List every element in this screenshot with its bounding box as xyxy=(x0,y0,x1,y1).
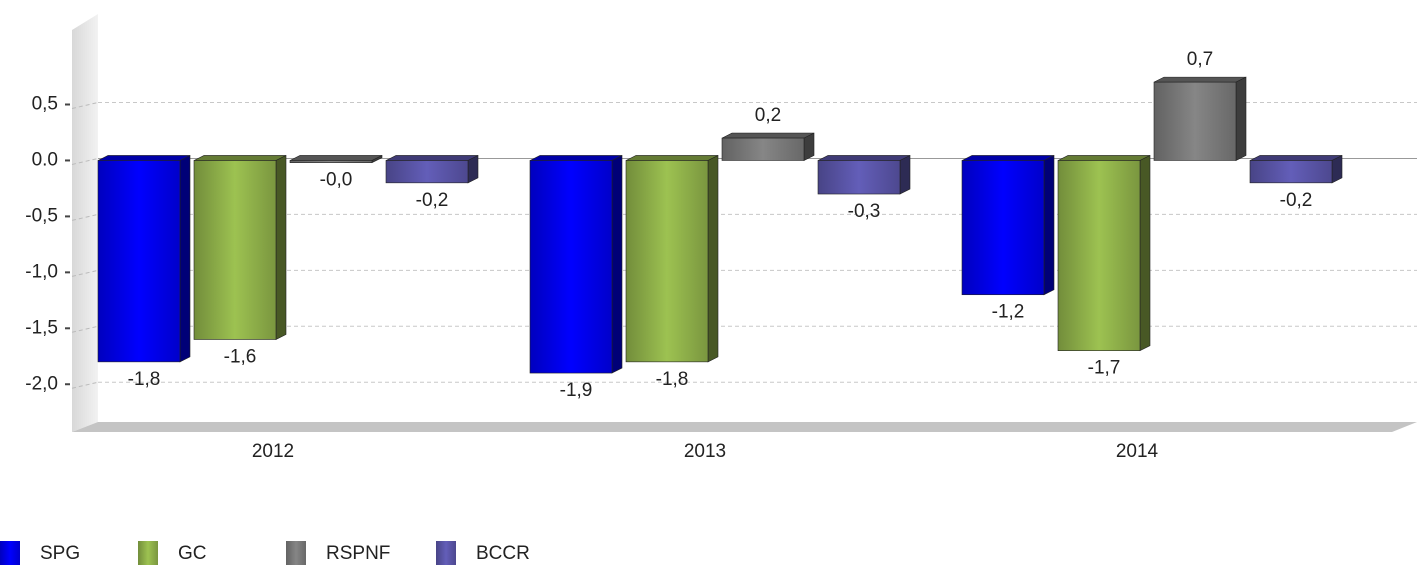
grid-line xyxy=(71,213,99,221)
y-tick-label: 0.0 xyxy=(32,149,58,170)
bar xyxy=(1057,160,1141,351)
bar xyxy=(1249,160,1333,184)
value-label: -1,6 xyxy=(224,347,257,368)
value-label: -0,2 xyxy=(1280,190,1313,211)
bar xyxy=(1153,81,1237,161)
legend-label: RSPNF xyxy=(326,543,390,564)
x-tick-label: 2013 xyxy=(684,441,726,462)
y-tick-label: 0,5 xyxy=(32,94,58,115)
bar-side xyxy=(1139,154,1151,352)
value-label: -0,3 xyxy=(848,201,881,222)
legend-label: GC xyxy=(178,543,207,564)
value-label: 0,2 xyxy=(755,105,781,126)
bar-side xyxy=(467,154,479,184)
floor xyxy=(72,422,1417,432)
value-label: -1,9 xyxy=(560,380,593,401)
bar-side xyxy=(899,154,911,195)
legend-swatch xyxy=(138,541,158,565)
value-label: -1,8 xyxy=(656,369,689,390)
bar-top xyxy=(961,155,1055,161)
back-wall xyxy=(72,14,98,432)
bar-top xyxy=(1153,76,1247,83)
bar xyxy=(385,160,469,184)
bar-top xyxy=(385,155,479,161)
legend-label: SPG xyxy=(40,543,80,564)
grid-line xyxy=(71,325,99,333)
y-tick-label: -1,5 xyxy=(25,317,58,338)
bar-side xyxy=(1331,154,1343,184)
grid-line xyxy=(71,381,99,389)
bar xyxy=(289,160,373,163)
bar-top xyxy=(625,155,719,161)
legend-swatch xyxy=(436,541,456,565)
bar xyxy=(529,160,613,374)
bar xyxy=(817,160,901,195)
grid-line xyxy=(71,157,99,165)
legend-swatch xyxy=(0,541,20,565)
value-label: -1,2 xyxy=(992,302,1025,323)
value-label: -0,0 xyxy=(320,170,353,191)
y-tick-label: -1,0 xyxy=(25,261,58,282)
bar-side xyxy=(1235,76,1247,161)
bar-top xyxy=(1249,155,1343,161)
value-label: -1,8 xyxy=(128,369,161,390)
value-label: 0,7 xyxy=(1187,49,1213,70)
grid-line xyxy=(71,102,99,110)
bar-side xyxy=(707,154,719,363)
legend-swatch xyxy=(286,541,306,565)
bar-side xyxy=(1043,154,1055,296)
value-label: -0,2 xyxy=(416,190,449,211)
bar xyxy=(193,160,277,340)
x-tick-label: 2012 xyxy=(252,441,294,462)
bar-top xyxy=(1057,155,1151,161)
y-tick-label: -0,5 xyxy=(25,205,58,226)
value-label: -1,7 xyxy=(1088,358,1121,379)
bar xyxy=(625,160,709,363)
grid-line xyxy=(71,269,99,277)
bar-side xyxy=(179,154,191,363)
bar-top xyxy=(721,132,815,139)
y-tick-label: -2,0 xyxy=(25,373,58,394)
bar-top xyxy=(193,155,287,161)
bar-top xyxy=(817,155,911,161)
bar-side xyxy=(611,154,623,374)
bar xyxy=(721,137,805,161)
x-tick-label: 2014 xyxy=(1116,441,1159,462)
bar xyxy=(961,160,1045,296)
bar-top xyxy=(97,155,191,161)
legend-label: BCCR xyxy=(476,543,530,564)
bar xyxy=(97,160,181,363)
bar-side xyxy=(275,154,287,340)
bar-side xyxy=(803,132,815,161)
bar-top xyxy=(289,155,383,161)
bar-top xyxy=(529,155,623,161)
